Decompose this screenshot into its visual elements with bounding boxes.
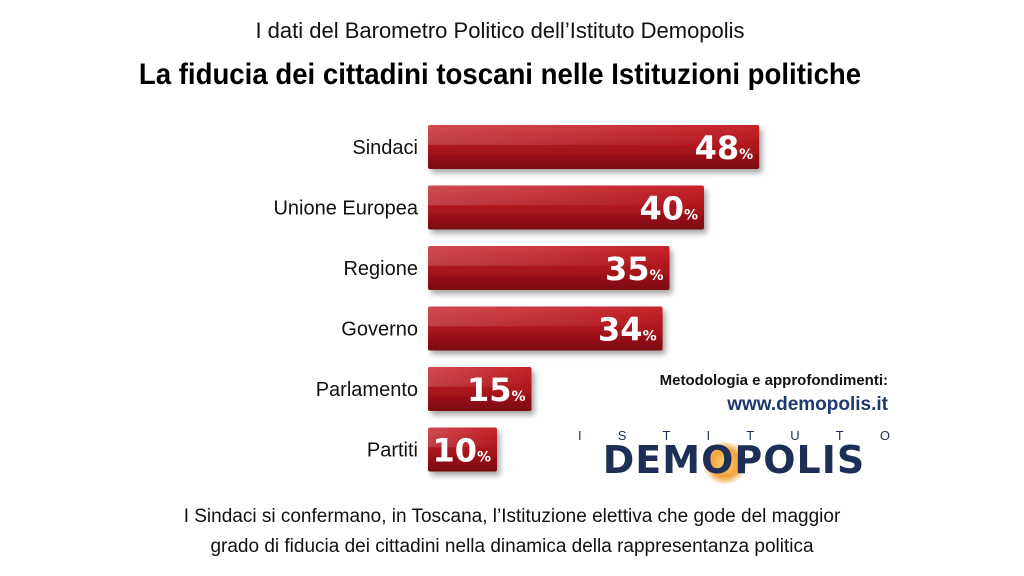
logo-subtitle-letter: O bbox=[879, 428, 890, 443]
logo-subtitle-letter: T bbox=[662, 428, 671, 443]
caption-line-2: grado di fiducia dei cittadini nella din… bbox=[210, 536, 814, 557]
value-number: 34 bbox=[598, 311, 643, 349]
caption-line-1: I Sindaci si confermano, in Toscana, l’I… bbox=[183, 506, 841, 527]
logo-subtitle-letter: T bbox=[835, 428, 844, 443]
category-label: Governo bbox=[341, 319, 418, 341]
category-label: Regione bbox=[343, 258, 418, 280]
bar-highlight bbox=[428, 125, 760, 145]
category-label: Sindaci bbox=[352, 137, 418, 159]
bar-highlight bbox=[428, 367, 532, 387]
value-number: 35 bbox=[605, 250, 650, 288]
value-unit: % bbox=[643, 329, 657, 345]
value-number: 40 bbox=[639, 190, 684, 228]
value-number: 10 bbox=[432, 432, 477, 470]
methodology-label: Metodologia e approfondimenti: bbox=[659, 372, 888, 389]
logo-subtitle-letter: I bbox=[578, 428, 582, 443]
value-label: 40% bbox=[639, 190, 698, 228]
category-label: Partiti bbox=[367, 440, 418, 462]
value-unit: % bbox=[739, 147, 753, 163]
logo-subtitle-letter: U bbox=[790, 428, 800, 443]
logo-subtitle-letter: T bbox=[746, 428, 755, 443]
bar-highlight bbox=[428, 306, 663, 327]
value-label: 48% bbox=[695, 129, 754, 167]
bar-chart: Sindaci 48% Unione Europea 40% Regione 35% Gov… bbox=[273, 125, 760, 472]
bar-highlight bbox=[428, 185, 704, 206]
value-unit: % bbox=[511, 389, 525, 405]
value-label: 15% bbox=[467, 371, 526, 409]
value-label: 34% bbox=[598, 311, 657, 349]
logo-sun-icon bbox=[702, 442, 748, 484]
logo-name: DEMOPOLIS bbox=[602, 438, 866, 482]
demopolis-logo: I S T I T U T O DEMOPOLIS bbox=[578, 428, 890, 484]
chart-title: La fiducia dei cittadini toscani nelle I… bbox=[138, 58, 862, 91]
category-label: Parlamento bbox=[316, 379, 418, 401]
bar-highlight bbox=[428, 246, 670, 266]
value-number: 15 bbox=[467, 371, 512, 409]
chart-supertitle: I dati del Barometro Politico dell’Istit… bbox=[255, 18, 745, 43]
value-unit: % bbox=[684, 208, 698, 224]
value-label: 35% bbox=[605, 250, 664, 288]
bar-highlight bbox=[428, 427, 497, 448]
category-label: Unione Europea bbox=[273, 198, 418, 220]
logo-subtitle-letter: I bbox=[706, 428, 711, 443]
value-label: 10% bbox=[432, 432, 491, 470]
logo-subtitle-letter: S bbox=[617, 428, 627, 443]
value-unit: % bbox=[649, 268, 663, 284]
chart-caption: I Sindaci si confermano, in Toscana, l’I… bbox=[0, 502, 1024, 562]
value-unit: % bbox=[477, 450, 491, 466]
value-number: 48 bbox=[695, 129, 740, 167]
website-link[interactable]: www.demopolis.it bbox=[727, 394, 888, 415]
